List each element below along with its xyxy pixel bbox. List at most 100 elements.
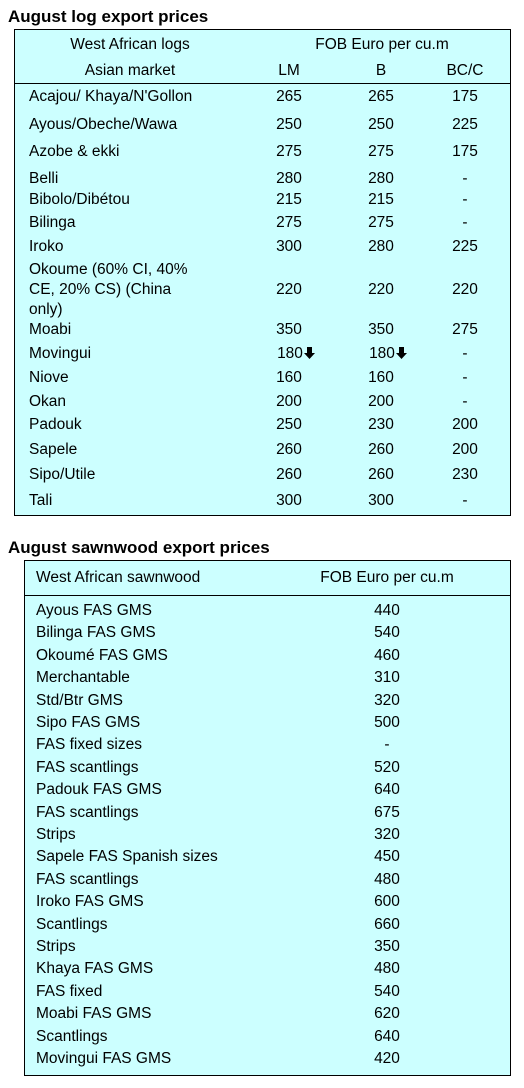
log-price-value: 275 xyxy=(276,214,302,231)
log-price-lm: 200 xyxy=(259,392,319,412)
log-price-value: - xyxy=(462,170,468,187)
sawn-product-name: FAS scantlings xyxy=(36,870,139,888)
sawn-price-value: - xyxy=(384,736,390,754)
log-price-value: 200 xyxy=(452,441,478,458)
log-price-value: 350 xyxy=(368,321,394,338)
sawn-product-name: Sapele FAS Spanish sizes xyxy=(36,848,218,866)
log-price-b: 230 xyxy=(351,415,411,435)
log-price-lm: 280 xyxy=(259,169,319,189)
log-price-lm: 250 xyxy=(259,115,319,135)
log-price-lm: 220 xyxy=(259,280,319,300)
log-price-bcc: - xyxy=(435,491,495,511)
sawn-price-value: 420 xyxy=(374,1050,400,1067)
sawn-product-name: Strips xyxy=(36,938,76,955)
log-price-lm: 215 xyxy=(259,190,319,210)
log-price-value: - xyxy=(462,191,468,208)
log-species-name: Moabi xyxy=(29,321,72,338)
log-price-bcc: 220 xyxy=(435,280,495,300)
sawn-product-name: Movingui FAS GMS xyxy=(36,1050,172,1067)
log-price-value: 180 xyxy=(369,345,395,362)
log-species-name: Tali xyxy=(29,492,53,509)
log-price-bcc: - xyxy=(435,344,495,364)
log-header-bcc: BC/C xyxy=(446,62,484,79)
sawn-product-name: Std/Btr GMS xyxy=(36,691,123,709)
sawn-price-value: 460 xyxy=(374,646,400,664)
log-price-lm: 260 xyxy=(259,440,319,460)
sawn-product-name: Okoumé FAS GMS xyxy=(36,646,168,664)
log-species-name: Bibolo/Dibétou xyxy=(29,191,130,208)
sawn-price-value: 320 xyxy=(374,691,400,709)
log-species-name: Niove xyxy=(29,369,69,386)
log-price-b: 260 xyxy=(351,440,411,460)
log-species-name: Azobe & ekki xyxy=(29,143,120,160)
log-price-value: 300 xyxy=(276,238,302,255)
log-price-lm: 350 xyxy=(259,320,319,340)
sawn-product-name: Bilinga FAS GMS xyxy=(36,624,156,642)
log-prices-table: West African logs FOB Euro per cu.m Asia… xyxy=(14,29,511,516)
log-price-value: 225 xyxy=(452,238,478,255)
log-price-lm: 250 xyxy=(259,415,319,435)
sawn-product-name: Merchantable xyxy=(36,669,130,687)
log-price-b: 160 xyxy=(351,368,411,388)
log-price-value: 275 xyxy=(452,321,478,338)
log-species-name: Bilinga xyxy=(29,214,76,231)
sawn-product-name: Scantlings xyxy=(36,915,108,933)
log-price-value: 275 xyxy=(276,143,302,160)
log-price-bcc: - xyxy=(435,169,495,189)
sawn-price-value: 440 xyxy=(374,602,400,619)
log-price-b: 215 xyxy=(351,190,411,210)
log-price-b: 220 xyxy=(351,280,411,300)
log-header-lm: LM xyxy=(278,62,300,79)
sawn-price-value: 640 xyxy=(374,781,400,799)
log-price-b: 275 xyxy=(351,213,411,233)
sawn-price-value: 500 xyxy=(374,714,400,731)
log-header-price-group: FOB Euro per cu.m xyxy=(315,36,449,53)
log-price-bcc: 275 xyxy=(435,320,495,340)
sawn-price-value: 320 xyxy=(374,826,400,843)
sawn-prices-title: August sawnwood export prices xyxy=(8,538,270,557)
log-price-value: 230 xyxy=(452,466,478,483)
log-price-value: 260 xyxy=(368,466,394,483)
down-arrow-icon xyxy=(303,347,315,359)
log-price-value: 215 xyxy=(276,191,302,208)
log-price-value: 260 xyxy=(276,466,302,483)
log-price-value: 175 xyxy=(452,88,478,105)
log-price-value: 300 xyxy=(368,492,394,509)
log-species-name: Okoume (60% CI, 40% CE, 20% CS) (China onl… xyxy=(29,260,188,320)
sawn-header-price: FOB Euro per cu.m xyxy=(320,569,454,586)
sawn-price-value: 620 xyxy=(374,1005,400,1023)
log-price-bcc: - xyxy=(435,392,495,412)
sawn-product-name: Khaya FAS GMS xyxy=(36,960,154,978)
log-price-value: 275 xyxy=(368,214,394,231)
log-price-value: - xyxy=(462,393,468,410)
log-price-value: - xyxy=(462,369,468,386)
sawn-product-name: FAS scantlings xyxy=(36,803,139,821)
log-price-value: - xyxy=(462,345,468,362)
sawn-price-value: 450 xyxy=(374,848,400,866)
log-price-value: 275 xyxy=(368,143,394,160)
log-price-bcc: - xyxy=(435,368,495,388)
log-price-lm: 160 xyxy=(259,368,319,388)
log-price-b: 180 xyxy=(358,344,418,364)
log-price-bcc: 175 xyxy=(435,142,495,162)
log-species-name: Sipo/Utile xyxy=(29,466,96,483)
sawn-price-value: 350 xyxy=(374,938,400,955)
log-price-value: 200 xyxy=(368,393,394,410)
sawn-product-name: Scantlings xyxy=(36,1027,108,1045)
sawn-price-value: 480 xyxy=(374,960,400,978)
log-price-bcc: - xyxy=(435,213,495,233)
log-price-lm: 300 xyxy=(259,491,319,511)
sawn-product-name: Moabi FAS GMS xyxy=(36,1005,152,1023)
log-price-value: 220 xyxy=(452,281,478,298)
log-price-value: 250 xyxy=(368,116,394,133)
log-price-value: 300 xyxy=(276,492,302,509)
log-price-value: 180 xyxy=(277,345,303,362)
log-price-value: 265 xyxy=(368,88,394,105)
sawn-product-name: Padouk FAS GMS xyxy=(36,781,162,799)
log-price-b: 280 xyxy=(351,237,411,257)
log-price-value: 220 xyxy=(368,281,394,298)
log-price-value: 280 xyxy=(276,170,302,187)
sawn-product-name: FAS fixed sizes xyxy=(36,736,142,754)
log-header-species: West African logs xyxy=(70,36,190,53)
log-price-bcc: 200 xyxy=(435,440,495,460)
